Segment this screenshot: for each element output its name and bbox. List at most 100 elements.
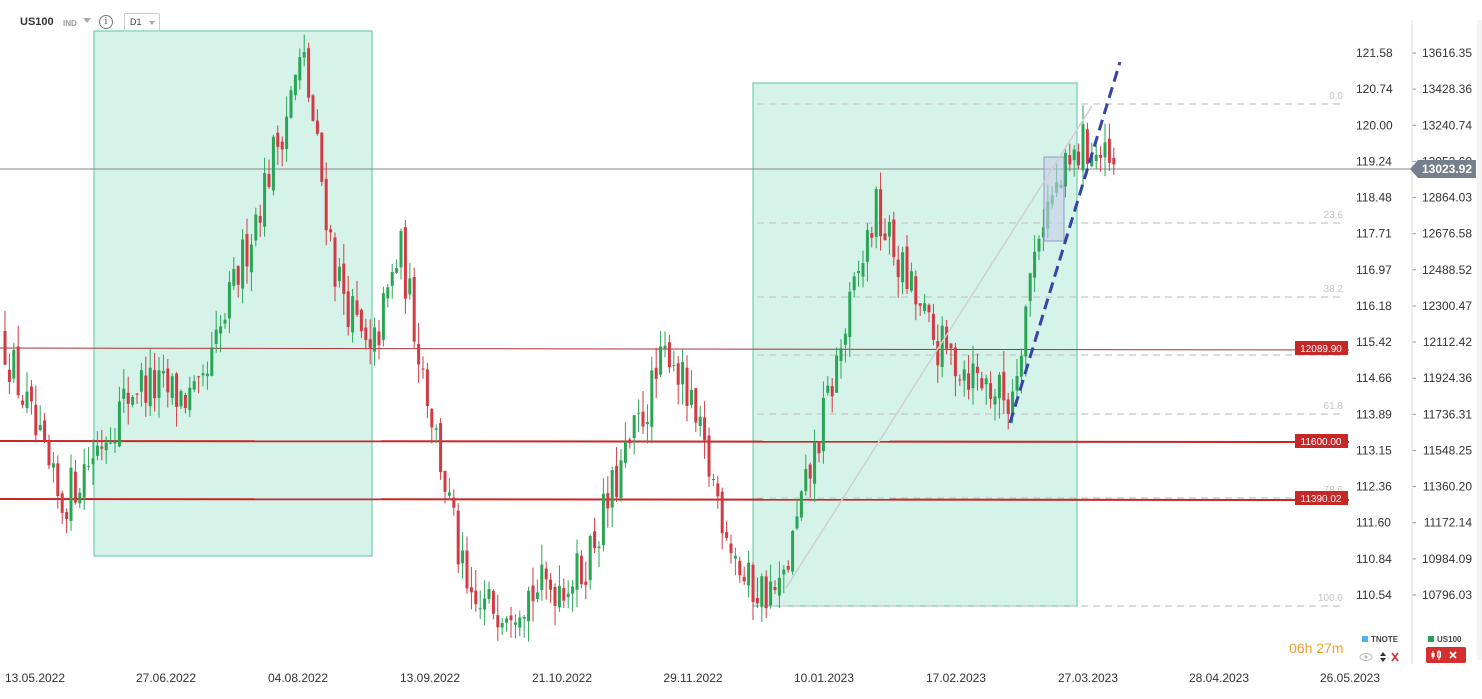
candle[interactable] xyxy=(197,375,201,394)
candle[interactable] xyxy=(447,477,451,501)
candle[interactable] xyxy=(29,380,33,415)
vertical-scrollbar[interactable] xyxy=(1477,20,1482,660)
candle[interactable] xyxy=(395,259,399,275)
candle[interactable] xyxy=(619,449,623,502)
candle[interactable] xyxy=(760,573,764,622)
candle[interactable] xyxy=(940,316,944,378)
candle[interactable] xyxy=(100,429,104,461)
candle[interactable] xyxy=(601,478,605,552)
candle[interactable] xyxy=(465,536,469,594)
candle[interactable] xyxy=(830,378,834,413)
legend-item-us100[interactable]: US100 xyxy=(1428,635,1461,644)
candle[interactable] xyxy=(355,281,359,318)
candle[interactable] xyxy=(461,532,465,579)
candle[interactable] xyxy=(364,318,368,350)
candle[interactable] xyxy=(522,615,526,638)
close-icon[interactable] xyxy=(1391,652,1399,662)
candle[interactable] xyxy=(993,388,997,421)
candle[interactable] xyxy=(623,422,627,468)
support-resistance-line[interactable] xyxy=(0,498,1350,501)
selection-box[interactable] xyxy=(1043,156,1065,242)
candle[interactable] xyxy=(931,303,935,346)
candle[interactable] xyxy=(1002,350,1006,414)
candle[interactable] xyxy=(21,394,25,409)
candle[interactable] xyxy=(474,570,478,612)
candle[interactable] xyxy=(307,42,311,103)
info-icon[interactable]: i xyxy=(99,15,113,29)
candle[interactable] xyxy=(967,354,971,400)
candle[interactable] xyxy=(417,322,421,383)
candle[interactable] xyxy=(918,303,922,316)
candle[interactable] xyxy=(241,229,245,304)
candle[interactable] xyxy=(483,580,487,626)
candle[interactable] xyxy=(716,475,720,509)
candle[interactable] xyxy=(16,325,20,399)
candle[interactable] xyxy=(60,490,64,525)
candle[interactable] xyxy=(984,374,988,405)
candle[interactable] xyxy=(293,74,297,101)
candle[interactable] xyxy=(509,606,513,638)
candle[interactable] xyxy=(817,441,821,463)
candle[interactable] xyxy=(271,134,275,196)
candle[interactable] xyxy=(390,264,394,299)
candle[interactable] xyxy=(791,529,795,575)
candle[interactable] xyxy=(179,389,183,410)
candle[interactable] xyxy=(34,385,38,443)
candle[interactable] xyxy=(329,224,333,242)
candle[interactable] xyxy=(513,614,517,639)
candle[interactable] xyxy=(980,371,984,391)
candle[interactable] xyxy=(254,207,258,247)
candle[interactable] xyxy=(337,257,341,288)
highlight-zone[interactable] xyxy=(752,82,1078,607)
candle[interactable] xyxy=(531,567,535,622)
candle[interactable] xyxy=(219,315,223,353)
candle[interactable] xyxy=(201,364,205,387)
candle[interactable] xyxy=(214,310,218,353)
candle[interactable] xyxy=(540,544,544,601)
candle[interactable] xyxy=(276,125,280,165)
candle[interactable] xyxy=(835,347,839,393)
candle[interactable] xyxy=(650,356,654,444)
candle[interactable] xyxy=(729,534,733,564)
candle[interactable] xyxy=(588,534,592,590)
level-price-tag[interactable] xyxy=(1295,341,1348,355)
candle[interactable] xyxy=(672,350,676,372)
candle[interactable] xyxy=(324,162,328,246)
candle[interactable] xyxy=(43,412,47,444)
candle[interactable] xyxy=(192,375,196,392)
candle[interactable] xyxy=(47,434,51,470)
candle[interactable] xyxy=(865,222,869,282)
candle[interactable] xyxy=(289,85,293,119)
candle[interactable] xyxy=(311,94,315,122)
candle[interactable] xyxy=(575,539,579,608)
candle[interactable] xyxy=(786,560,790,573)
candle[interactable] xyxy=(500,617,504,636)
candle[interactable] xyxy=(188,376,192,418)
candle[interactable] xyxy=(56,455,60,509)
candle[interactable] xyxy=(205,361,209,390)
candle[interactable] xyxy=(122,369,126,413)
candle[interactable] xyxy=(491,589,495,620)
candle[interactable] xyxy=(298,48,302,90)
candle[interactable] xyxy=(953,342,957,397)
candle[interactable] xyxy=(663,331,667,358)
candle[interactable] xyxy=(1085,122,1089,174)
candle[interactable] xyxy=(183,392,187,414)
candle[interactable] xyxy=(1072,144,1076,177)
candle[interactable] xyxy=(359,308,363,339)
candle[interactable] xyxy=(73,459,77,505)
candle[interactable] xyxy=(403,219,407,314)
candle[interactable] xyxy=(227,271,231,334)
candle[interactable] xyxy=(368,319,372,365)
candle[interactable] xyxy=(659,331,663,378)
symbol-label[interactable]: US100 xyxy=(20,16,54,28)
highlight-zone[interactable] xyxy=(93,30,373,557)
candle[interactable] xyxy=(962,360,966,397)
candle[interactable] xyxy=(175,372,179,427)
candle[interactable] xyxy=(126,376,130,425)
candle[interactable] xyxy=(936,324,940,383)
candle[interactable] xyxy=(689,370,693,409)
candle[interactable] xyxy=(1107,123,1111,171)
candle[interactable] xyxy=(1033,235,1037,293)
